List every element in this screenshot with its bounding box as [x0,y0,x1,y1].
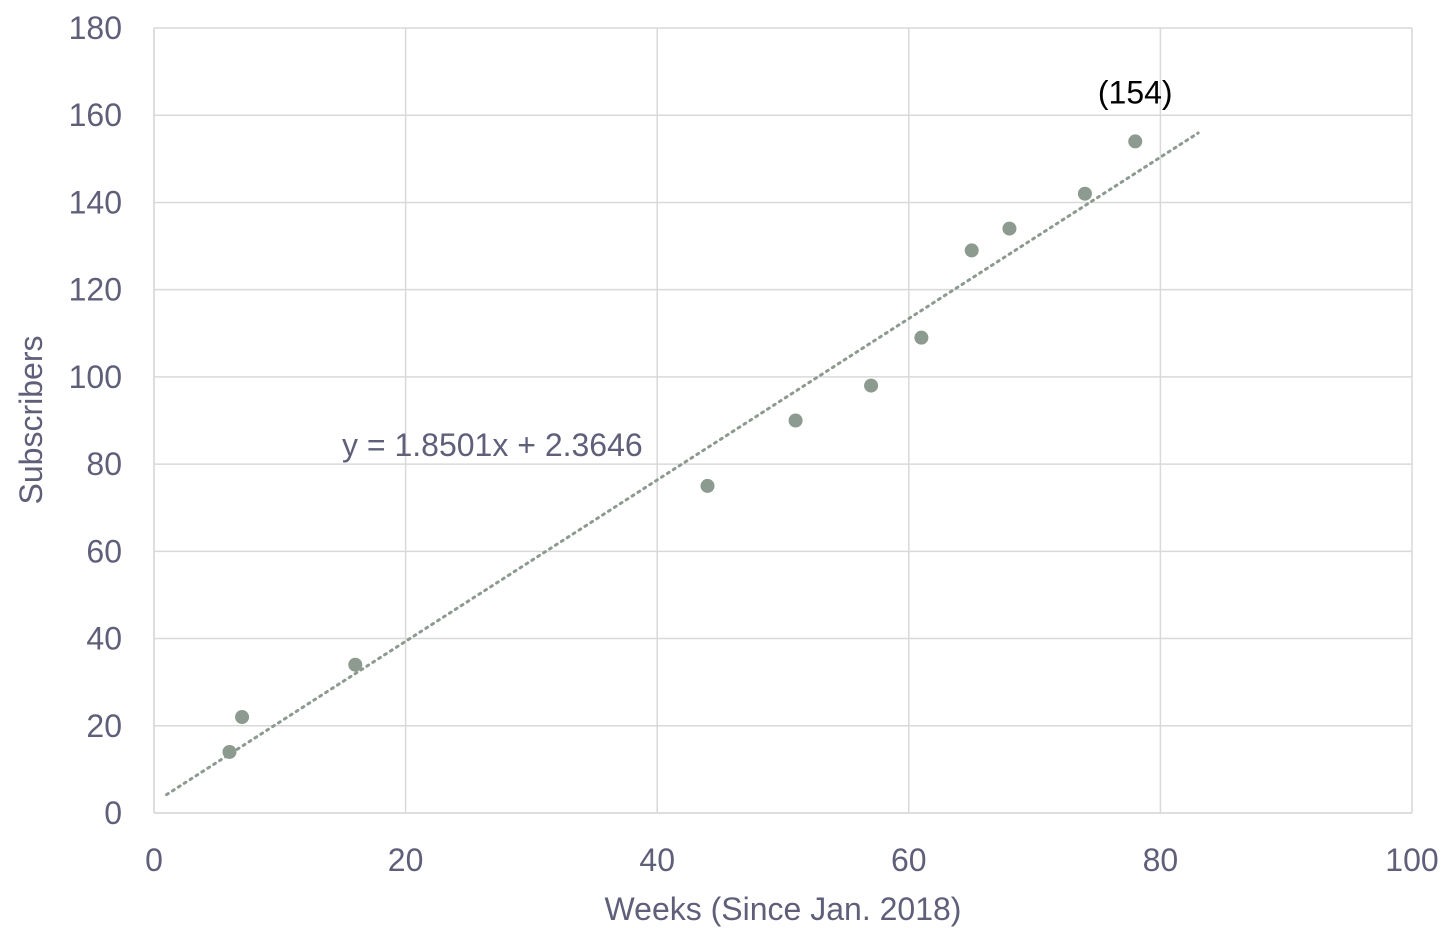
y-tick-label-7: 140 [69,184,122,220]
x-tick-label-2: 40 [639,842,675,878]
data-point-3 [700,478,715,493]
gridlines [153,27,1413,814]
y-tick-label-8: 160 [69,97,122,133]
data-point-5 [864,378,879,393]
y-tick-label-1: 20 [86,708,122,744]
data-label-0: (154) [1098,74,1173,110]
y-tick-label-2: 40 [86,621,122,657]
data-point-9 [1077,186,1092,201]
trendline-group [165,131,1200,797]
data-point-10 [1128,134,1143,149]
trendline [165,131,1200,797]
y-axis-title: Subscribers [13,336,49,505]
x-tick-label-0: 0 [145,842,163,878]
axes [153,28,1412,814]
y-tick-label-4: 80 [86,446,122,482]
data-point-1 [235,710,250,725]
x-tick-label-1: 20 [388,842,424,878]
data-points [222,134,1143,759]
x-tick-label-4: 80 [1143,842,1179,878]
annotation-labels: (154) [1098,74,1173,110]
data-point-2 [348,657,363,672]
y-tick-label-3: 60 [86,533,122,569]
y-tick-labels: 0 20 40 60 80 100 120 140 160 180 [69,10,122,831]
data-point-4 [788,413,803,428]
data-point-6 [914,330,929,345]
data-point-8 [1002,221,1017,236]
y-tick-label-6: 120 [69,272,122,308]
x-tick-label-3: 60 [891,842,927,878]
y-tick-label-5: 100 [69,359,122,395]
trendline-equation: y = 1.8501x + 2.3646 [342,427,643,463]
data-point-0 [222,744,237,759]
data-point-7 [964,243,979,258]
x-tick-label-5: 100 [1385,842,1438,878]
x-tick-labels: 0 20 40 60 80 100 [145,842,1439,878]
x-axis-title: Weeks (Since Jan. 2018) [605,891,962,927]
y-tick-label-0: 0 [104,795,122,831]
y-tick-label-9: 180 [69,10,122,46]
